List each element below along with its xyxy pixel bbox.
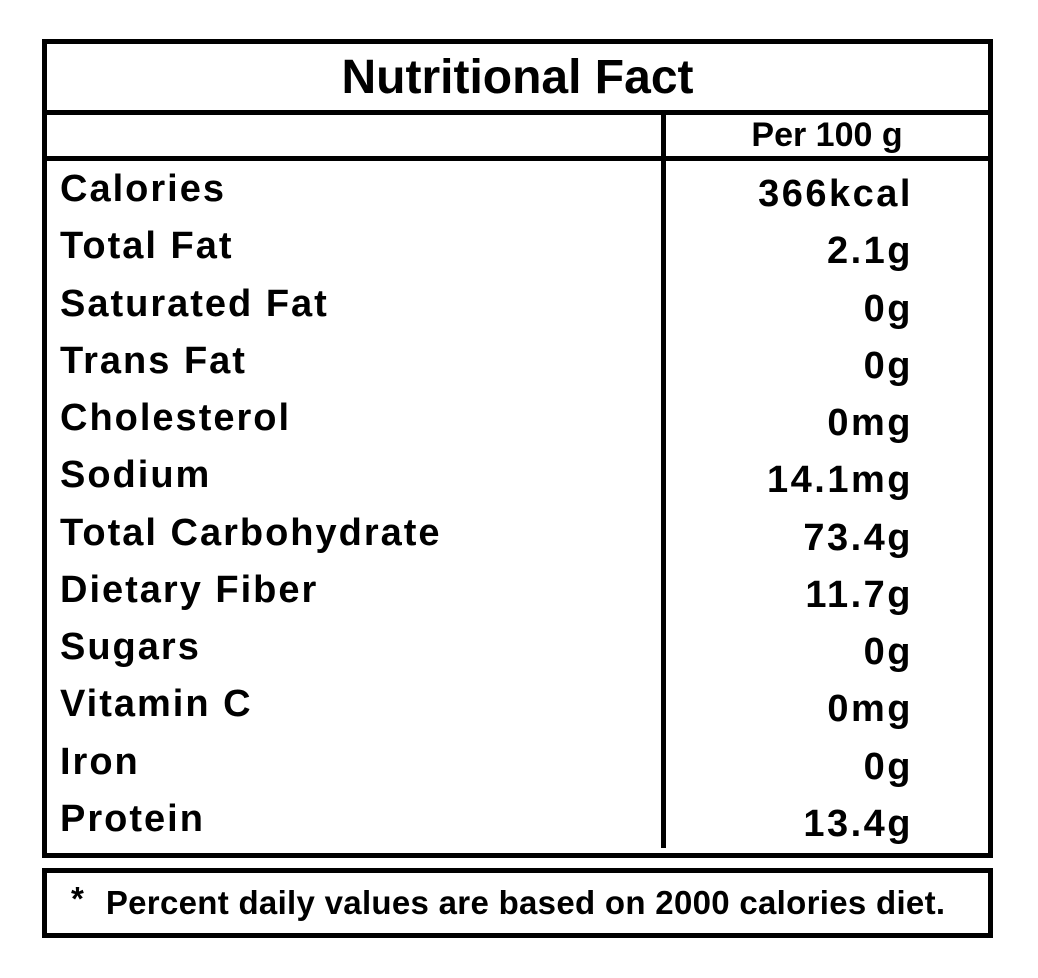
nutrient-label: Iron — [60, 740, 140, 783]
nutrient-value: 2.1g — [826, 230, 913, 273]
nutrient-label: Trans Fat — [60, 339, 247, 382]
nutrient-label: Total Fat — [60, 225, 234, 268]
nutrition-facts-table: Nutritional Fact Per 100 g Calories Tota… — [42, 39, 993, 858]
nutrient-value: 0mg — [827, 688, 913, 731]
nutrient-value: 0g — [863, 631, 913, 674]
nutrient-labels-column: Calories Total Fat Saturated Fat Trans F… — [47, 161, 666, 848]
nutrient-label: Dietary Fiber — [60, 568, 319, 611]
nutrient-label: Saturated Fat — [60, 282, 329, 325]
nutrient-value: 0g — [863, 287, 913, 330]
footnote-asterisk: * — [71, 880, 84, 917]
nutrient-rows: Calories Total Fat Saturated Fat Trans F… — [47, 161, 988, 848]
footnote: * Percent daily values are based on 2000… — [42, 868, 993, 938]
column-header-row: Per 100 g — [47, 115, 988, 161]
nutrient-label: Total Carbohydrate — [60, 511, 442, 554]
nutrient-label: Protein — [60, 797, 205, 840]
nutrient-label: Cholesterol — [60, 397, 292, 440]
nutrient-value: 366kcal — [758, 173, 913, 216]
table-title: Nutritional Fact — [341, 50, 694, 104]
nutrient-label: Sugars — [60, 626, 201, 669]
nutrient-values-column: 366kcal 2.1g 0g 0g 0mg 14.1mg 73.4g 11.7… — [666, 161, 988, 848]
nutrient-value: 0g — [863, 344, 913, 387]
nutrient-value: 0mg — [827, 402, 913, 445]
nutrient-value: 0g — [863, 745, 913, 788]
nutrient-label: Calories — [60, 168, 226, 211]
amount-column-header-cell: Per 100 g — [666, 115, 988, 156]
nutrient-value: 13.4g — [803, 802, 913, 845]
nutrient-value: 11.7g — [805, 573, 913, 616]
footnote-text: Percent daily values are based on 2000 c… — [105, 884, 946, 921]
nutrient-label: Sodium — [60, 454, 212, 497]
amount-column-header: Per 100 g — [751, 116, 903, 154]
table-title-row: Nutritional Fact — [47, 44, 988, 115]
nutrient-value: 73.4g — [803, 516, 913, 559]
nutrient-label: Vitamin C — [60, 683, 253, 726]
nutrient-value: 14.1mg — [767, 459, 913, 502]
nutrient-column-header-empty — [47, 115, 666, 156]
